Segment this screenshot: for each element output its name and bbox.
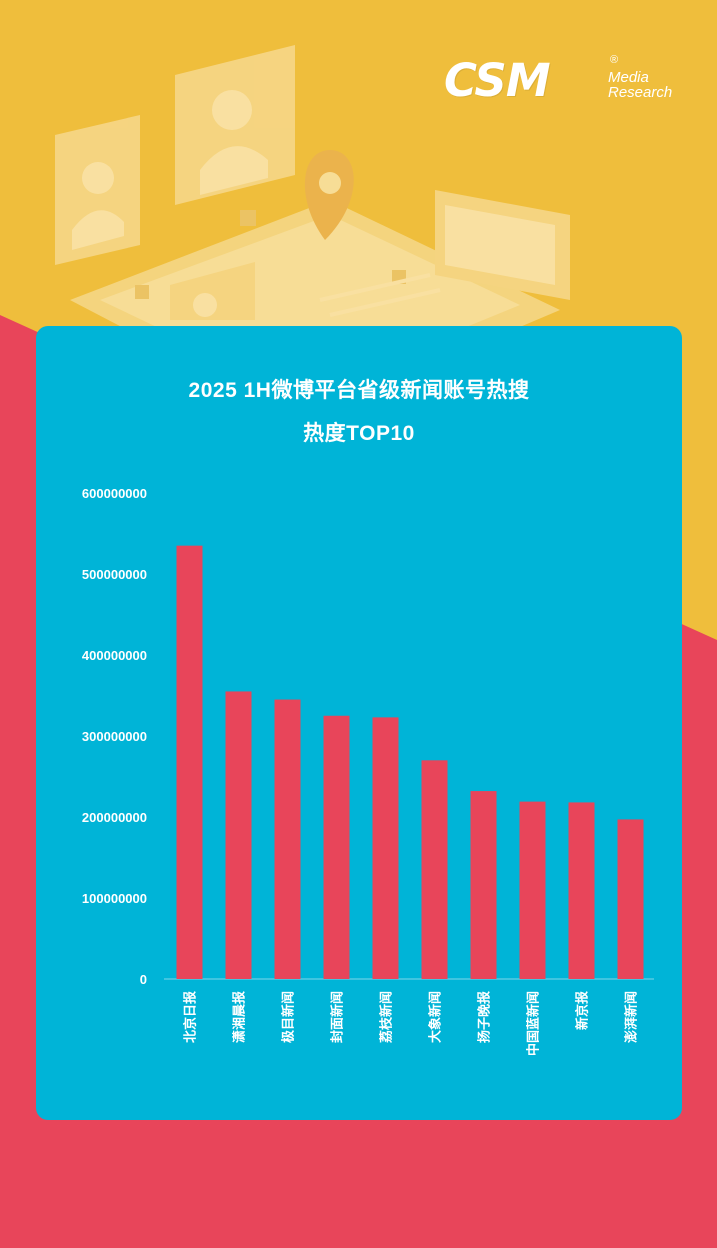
logo-main-text: CSM — [444, 54, 551, 107]
bar — [421, 760, 448, 979]
logo-line-research: Research — [608, 84, 673, 101]
y-tick-label: 400000000 — [82, 648, 147, 663]
chart-panel: 2025 1H微博平台省级新闻账号热搜 热度TOP10 0 100000000 20… — [36, 326, 682, 1120]
y-tick-label: 300000000 — [82, 729, 147, 744]
x-category-label: 极目新闻 — [281, 991, 297, 1043]
y-tick-label: 100000000 — [82, 891, 147, 906]
y-tick-label: 500000000 — [82, 567, 147, 582]
bar — [372, 717, 399, 979]
x-category-label: 潇湘晨报 — [232, 990, 248, 1043]
logo-registered-mark: ® — [610, 54, 619, 66]
logo-subtitle: Media Research — [608, 70, 672, 100]
bar — [470, 791, 497, 979]
x-category-label: 新京报 — [575, 990, 591, 1030]
chart-title-line1: 2025 1H微博平台省级新闻账号热搜 — [188, 379, 530, 402]
logo-line-media: Media — [608, 69, 649, 86]
x-category-label: 扬子晚报 — [477, 990, 493, 1043]
csm-logo: CSM ® Media Research — [444, 54, 694, 107]
chart-title-line2: 热度TOP10 — [303, 422, 415, 445]
bar — [274, 699, 301, 979]
x-category-label: 封面新闻 — [330, 991, 346, 1043]
x-category-label: 荔枝新闻 — [379, 991, 395, 1044]
illustration — [55, 45, 570, 420]
bar — [176, 545, 203, 979]
y-tick-label: 600000000 — [82, 486, 147, 501]
x-category-label: 北京日报 — [183, 990, 199, 1043]
bar — [519, 801, 546, 979]
bar — [323, 715, 350, 979]
bar-chart: 0 100000000 200000000 300000000 400000000 500… — [82, 486, 654, 1056]
y-tick-label: 200000000 — [82, 810, 147, 825]
x-category-label: 大象新闻 — [428, 991, 444, 1043]
bar — [568, 802, 595, 979]
y-tick-label: 0 — [140, 972, 147, 987]
bar — [617, 819, 644, 979]
bar — [225, 691, 252, 979]
x-category-label: 中国蓝新闻 — [526, 991, 542, 1056]
x-category-label: 澎湃新闻 — [624, 991, 640, 1043]
